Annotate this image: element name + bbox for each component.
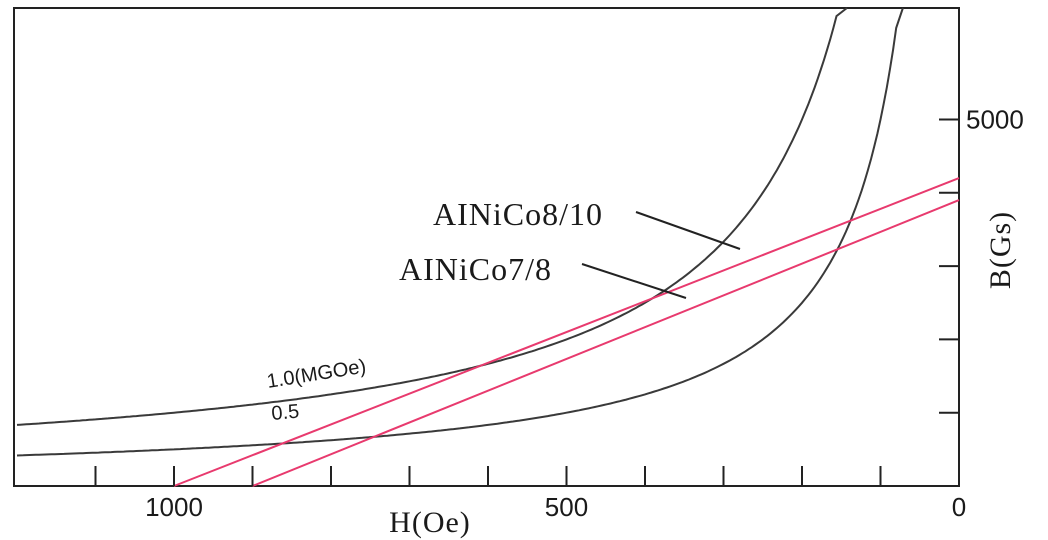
energy-curve-label-1: 1.0(MGOe) — [265, 356, 367, 393]
x-tick-label: 500 — [545, 492, 588, 522]
x-tick-label: 0 — [952, 492, 966, 522]
y-axis-ticks: 5000 — [939, 105, 1024, 414]
energy-curve-1 — [16, 7, 848, 426]
x-axis-ticks: 1000 500 0 — [94, 466, 966, 522]
x-tick-label: 1000 — [145, 492, 203, 522]
series-leader-alnico7 — [581, 263, 687, 299]
y-axis-title: B(Gs) — [984, 211, 1017, 289]
plot-frame — [13, 7, 960, 487]
series-leader-alnico8 — [635, 211, 741, 250]
x-axis-title: H(Oe) — [389, 506, 471, 539]
series-label-alnico8: AINiCo8/10 — [433, 196, 603, 232]
series-lines — [173, 177, 960, 487]
series-line-2 — [252, 199, 960, 487]
energy-curves — [16, 7, 904, 457]
energy-curve-2 — [16, 7, 904, 457]
series-line-1 — [173, 177, 960, 487]
series-label-alnico7: AINiCo7/8 — [399, 251, 552, 287]
y-tick-label: 5000 — [966, 105, 1024, 135]
energy-curve-label-2: 0.5 — [271, 401, 301, 425]
